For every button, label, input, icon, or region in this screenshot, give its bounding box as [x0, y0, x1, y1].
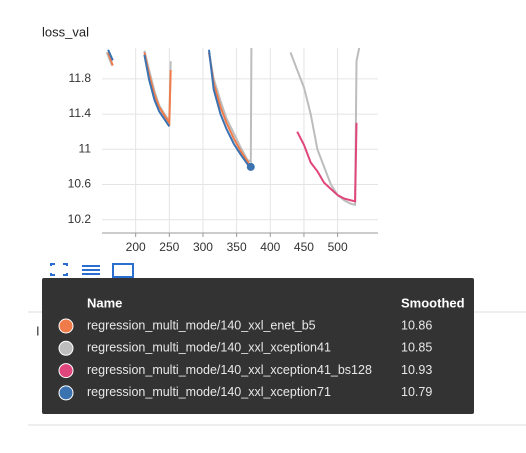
- smoothed-value: 10.93: [401, 363, 432, 377]
- legend-label: regression_multi_mode/140_xxl_enet_b5: [87, 318, 316, 332]
- smoothed-value: 10.85: [401, 341, 432, 355]
- smoothed-value: 10.86: [401, 318, 432, 332]
- end-marker: [246, 162, 255, 171]
- y-tick-label: 10.6: [68, 177, 92, 191]
- x-tick-label: 350: [227, 240, 247, 254]
- toolbar[interactable]: [50, 263, 134, 278]
- legend-label: regression_multi_mode/140_xxl_xception41…: [87, 363, 372, 377]
- x-tick-label: 300: [193, 240, 213, 254]
- legend-swatch: [58, 363, 74, 379]
- series-line: [296, 122, 358, 203]
- tooltip: Name Smoothed regression_multi_mode/140_…: [42, 278, 474, 414]
- chart-title: loss_val: [42, 24, 89, 39]
- x-tick-label: 400: [260, 240, 280, 254]
- y-tick-label: 11.8: [69, 71, 92, 85]
- x-tick-label: 500: [328, 240, 348, 254]
- x-tick-label: 250: [159, 240, 179, 254]
- legend-swatch: [58, 318, 74, 334]
- smoothed-value: 10.79: [401, 385, 432, 399]
- zoom-icon[interactable]: [112, 263, 134, 278]
- legend-label: regression_multi_mode/140_xxl_xception71: [87, 385, 331, 399]
- tooltip-header: Smoothed: [401, 295, 465, 310]
- legend-label: regression_multi_mode/140_xxl_xception41: [87, 341, 331, 355]
- y-tick-label: 11: [79, 141, 92, 155]
- tooltip-header: Name: [87, 295, 122, 310]
- background-text: I: [36, 323, 40, 338]
- fit-icon[interactable]: [50, 263, 68, 276]
- series-line: [107, 49, 252, 168]
- menu-icon[interactable]: [82, 265, 100, 275]
- tooltip-box: [42, 278, 474, 414]
- legend-swatch: [58, 340, 74, 356]
- legend-swatch: [58, 385, 74, 401]
- x-tick-label: 200: [126, 240, 146, 254]
- x-tick-label: 450: [294, 240, 314, 254]
- y-tick-label: 11.4: [69, 106, 92, 120]
- y-tick-label: 10.2: [68, 212, 92, 226]
